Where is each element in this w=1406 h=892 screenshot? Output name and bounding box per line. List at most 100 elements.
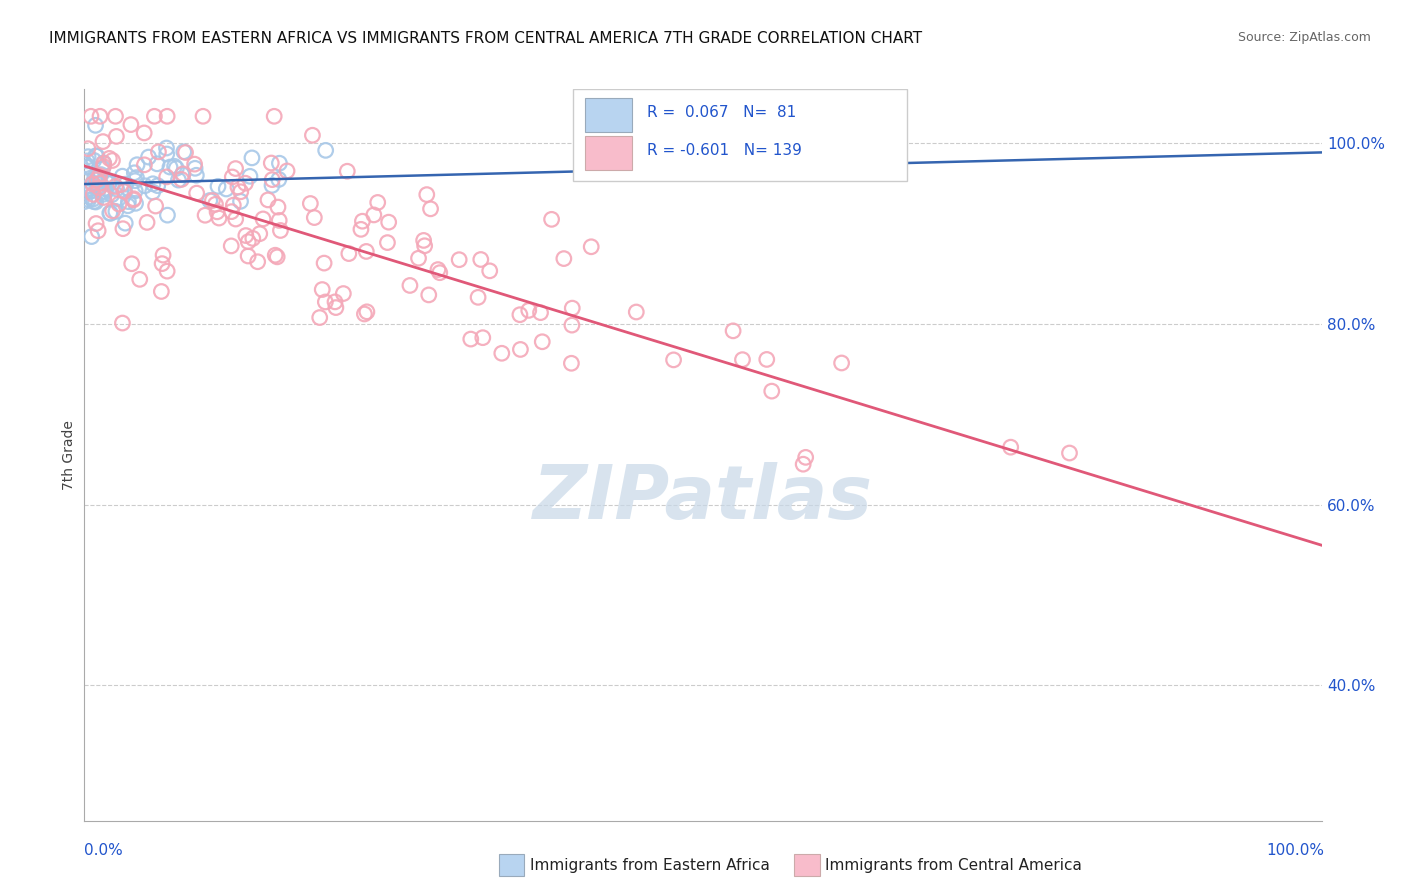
Point — [145, 199, 167, 213]
Point — [93, 160, 115, 174]
Point — [325, 301, 347, 315]
Point — [367, 195, 389, 210]
Point — [142, 177, 165, 191]
Point — [93, 187, 115, 202]
Point — [470, 252, 492, 267]
Point — [236, 249, 259, 263]
Point — [249, 227, 271, 241]
Point — [721, 324, 744, 338]
Point — [134, 178, 156, 193]
Point — [146, 157, 169, 171]
Point — [122, 192, 145, 206]
Point — [124, 196, 146, 211]
Point — [1000, 440, 1022, 454]
Point — [225, 212, 247, 227]
Point — [172, 167, 194, 181]
Point — [356, 244, 378, 259]
Point — [159, 160, 181, 174]
Point — [221, 169, 243, 184]
Point — [77, 160, 100, 174]
Point — [79, 190, 101, 204]
Point — [91, 161, 114, 176]
Point — [579, 240, 602, 254]
Point — [114, 177, 136, 191]
Point — [267, 200, 290, 214]
Point — [93, 156, 115, 170]
Point — [235, 176, 257, 190]
Point — [269, 156, 291, 170]
Point — [156, 264, 179, 278]
Point — [304, 211, 326, 225]
Point — [191, 109, 214, 123]
Point — [134, 126, 156, 140]
Point — [205, 204, 228, 219]
Point — [93, 156, 115, 170]
Point — [225, 161, 247, 176]
Point — [172, 168, 194, 182]
Point — [257, 193, 280, 207]
Point — [426, 262, 449, 277]
Point — [98, 152, 121, 166]
Point — [183, 157, 205, 171]
Point — [87, 180, 110, 194]
Point — [87, 224, 110, 238]
Point — [174, 145, 197, 160]
Point — [76, 153, 98, 168]
Point — [311, 283, 333, 297]
Point — [467, 290, 489, 304]
Point — [134, 158, 156, 172]
Point — [204, 197, 226, 211]
Text: 0.0%: 0.0% — [84, 843, 124, 858]
Point — [269, 223, 291, 237]
Point — [460, 332, 482, 346]
Point — [86, 173, 108, 187]
Point — [167, 173, 190, 187]
Point — [262, 172, 284, 186]
Point — [246, 254, 269, 268]
Bar — [574, 89, 907, 180]
Point — [84, 217, 107, 231]
Point — [352, 214, 374, 228]
Point — [111, 316, 134, 330]
Point — [229, 194, 252, 209]
Point — [308, 310, 330, 325]
Point — [478, 264, 501, 278]
Point — [114, 216, 136, 230]
Point — [184, 161, 207, 176]
Point — [323, 294, 346, 309]
Text: IMMIGRANTS FROM EASTERN AFRICA VS IMMIGRANTS FROM CENTRAL AMERICA 7TH GRADE CORR: IMMIGRANTS FROM EASTERN AFRICA VS IMMIGR… — [49, 31, 922, 46]
Point — [221, 204, 243, 219]
Point — [226, 180, 249, 194]
Point — [112, 185, 135, 199]
Point — [626, 305, 648, 319]
Point — [83, 194, 105, 209]
Text: R =  0.067   N=  81: R = 0.067 N= 81 — [647, 105, 797, 120]
Point — [419, 202, 441, 216]
Point — [761, 384, 783, 398]
Point — [150, 285, 173, 299]
Point — [117, 194, 139, 209]
Point — [186, 168, 208, 182]
Point — [121, 257, 143, 271]
Point — [125, 158, 148, 172]
Point — [529, 306, 551, 320]
Point — [332, 286, 354, 301]
Point — [105, 182, 128, 196]
Point — [79, 184, 101, 198]
Point — [80, 229, 103, 244]
Point — [96, 181, 118, 195]
Point — [73, 194, 96, 209]
Point — [561, 318, 583, 332]
Point — [82, 177, 104, 191]
Point — [101, 203, 124, 218]
Point — [238, 235, 260, 249]
Point — [416, 187, 439, 202]
Point — [399, 278, 422, 293]
Point — [186, 186, 208, 200]
Point — [509, 343, 531, 357]
Point — [125, 170, 148, 185]
Point — [110, 178, 132, 192]
Point — [142, 185, 165, 199]
Point — [560, 356, 582, 370]
Point — [143, 109, 166, 123]
